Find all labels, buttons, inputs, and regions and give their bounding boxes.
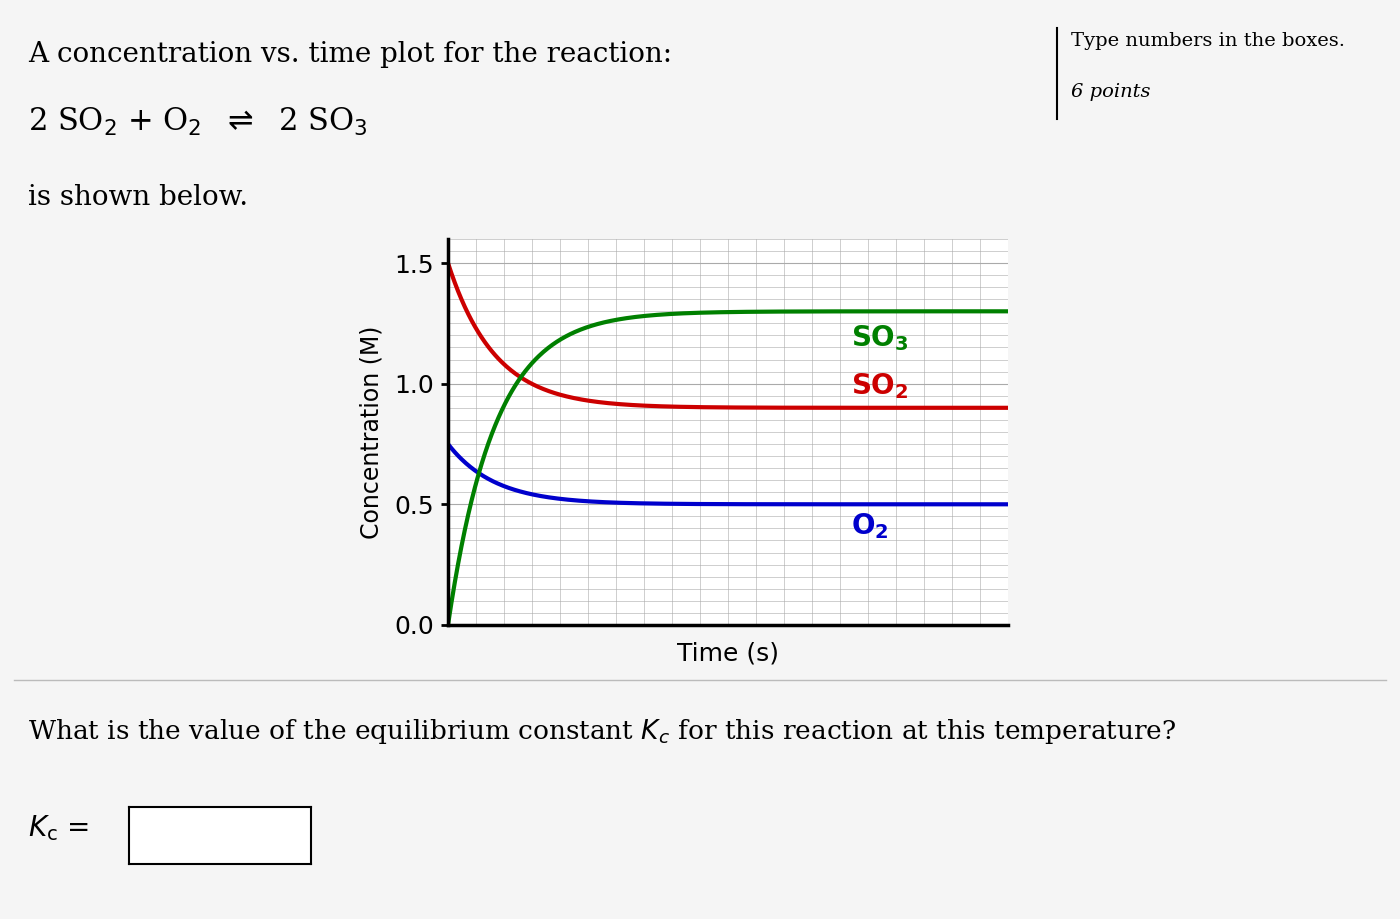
Text: 6 points: 6 points	[1071, 83, 1151, 101]
X-axis label: Time (s): Time (s)	[678, 641, 778, 665]
Text: $K_\mathrm{c}$ =: $K_\mathrm{c}$ =	[28, 813, 88, 843]
Y-axis label: Concentration (M): Concentration (M)	[360, 325, 384, 539]
Text: $\mathbf{O_2}$: $\mathbf{O_2}$	[851, 512, 889, 541]
Text: $\mathbf{SO_3}$: $\mathbf{SO_3}$	[851, 323, 909, 353]
Text: Type numbers in the boxes.: Type numbers in the boxes.	[1071, 32, 1345, 51]
Text: is shown below.: is shown below.	[28, 184, 248, 210]
Text: What is the value of the equilibrium constant $K_c$ for this reaction at this te: What is the value of the equilibrium con…	[28, 717, 1176, 746]
Text: $\mathbf{SO_2}$: $\mathbf{SO_2}$	[851, 370, 909, 401]
Text: 2 SO$_2$ + O$_2$  $\rightleftharpoons$  2 SO$_3$: 2 SO$_2$ + O$_2$ $\rightleftharpoons$ 2 …	[28, 106, 368, 138]
Text: A concentration vs. time plot for the reaction:: A concentration vs. time plot for the re…	[28, 41, 672, 68]
